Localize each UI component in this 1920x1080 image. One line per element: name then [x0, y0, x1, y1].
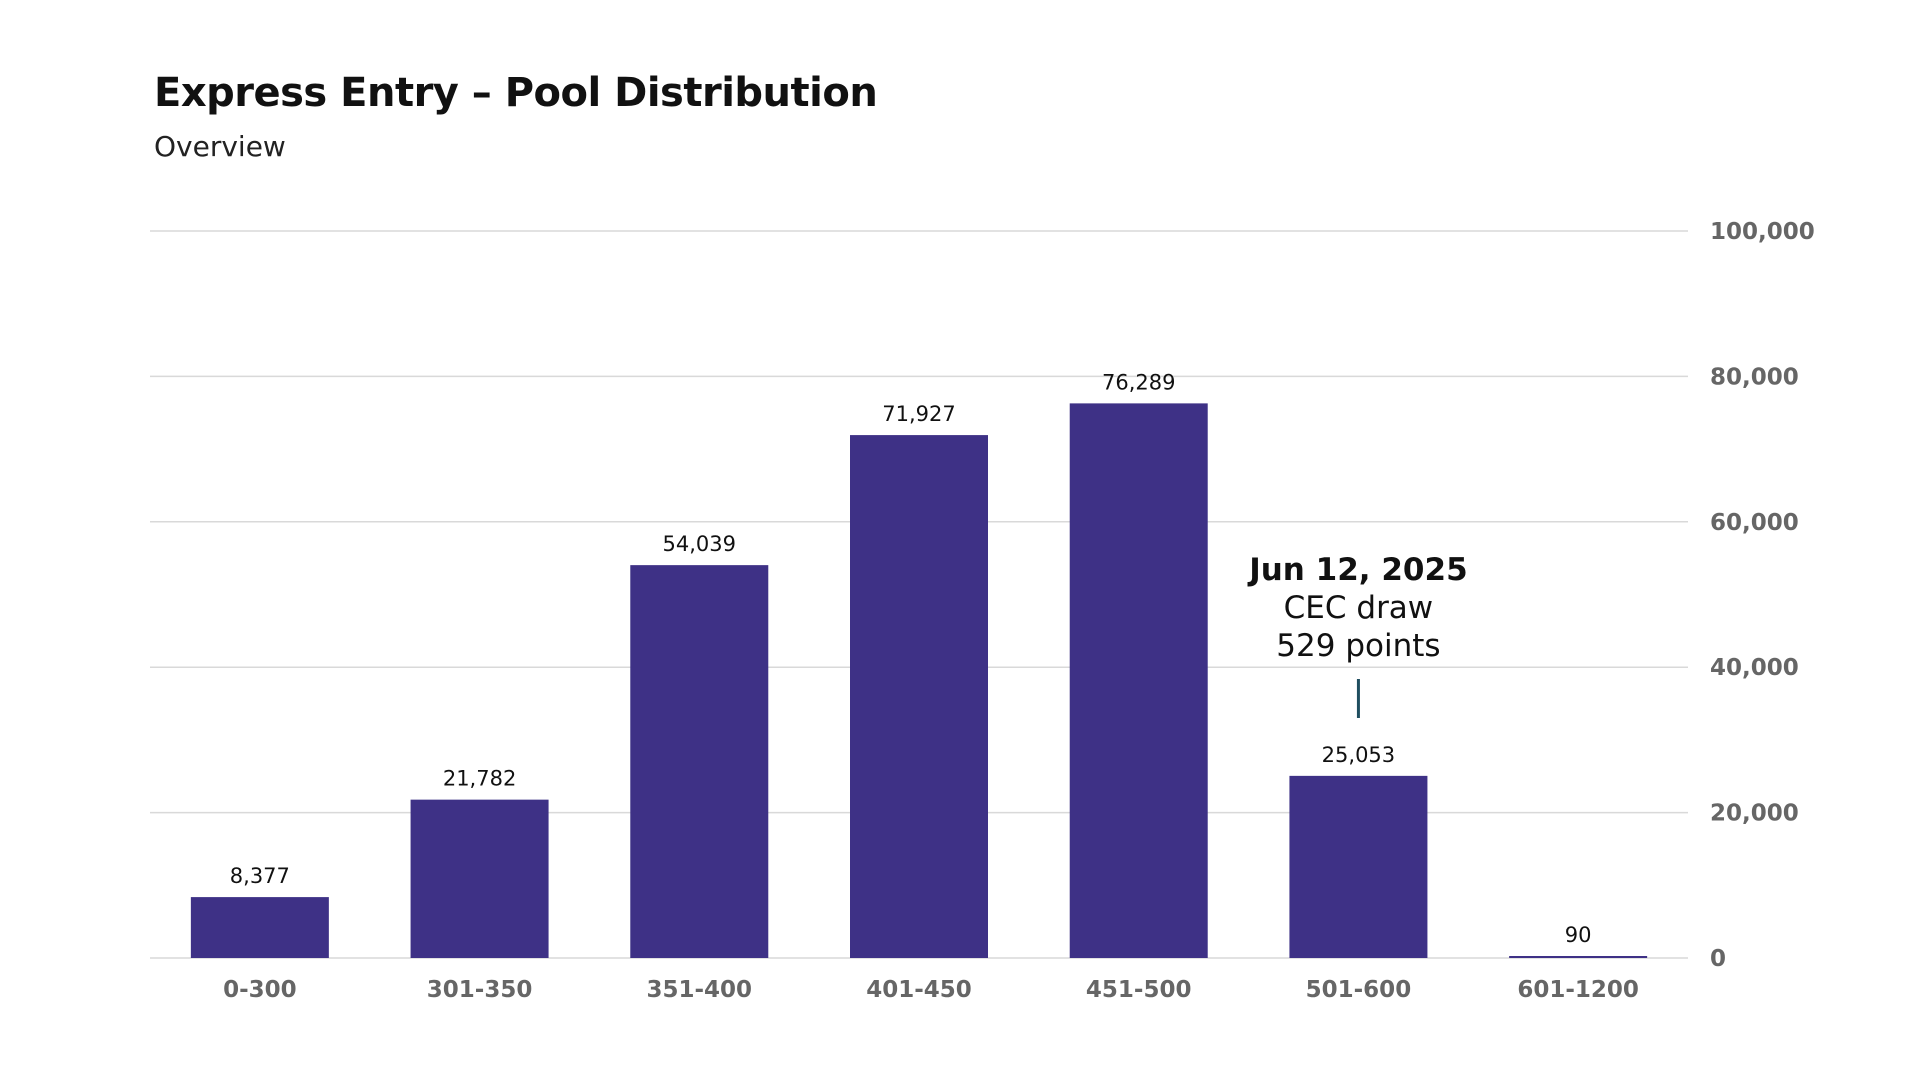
bar-data-label: 21,782 [443, 767, 516, 791]
bar [850, 435, 988, 958]
bar [410, 799, 549, 958]
bar [630, 565, 769, 958]
x-tick-label: 351-400 [646, 977, 752, 1003]
bar [1069, 403, 1208, 958]
bar [1289, 775, 1428, 958]
x-tick-label: 501-600 [1306, 977, 1412, 1003]
chart-title: Express Entry – Pool Distribution [154, 70, 878, 116]
y-tick-label: 20,000 [1710, 801, 1799, 827]
bars [190, 403, 1648, 958]
annotation-points: 529 points [1276, 628, 1441, 664]
bar-data-label: 90 [1565, 923, 1592, 947]
chart-subtitle: Overview [154, 130, 286, 163]
x-tick-label: 401-450 [866, 977, 972, 1003]
bar-data-label: 54,039 [663, 532, 736, 556]
y-axis-ticks: 0 20,000 40,000 60,000 80,000 100,000 [1710, 219, 1815, 972]
x-tick-label: 0-300 [223, 977, 297, 1003]
annotation-date: Jun 12, 2025 [1249, 552, 1468, 588]
x-tick-label: 601-1200 [1517, 977, 1639, 1003]
y-tick-label: 0 [1710, 946, 1726, 972]
y-tick-label: 80,000 [1710, 364, 1799, 390]
bar-data-label: 8,377 [230, 864, 290, 888]
bar [190, 897, 329, 958]
bar-data-label: 25,053 [1322, 743, 1395, 767]
x-axis-ticks: 0-300 301-350 351-400 401-450 451-500 501-600… [223, 977, 1639, 1003]
y-tick-label: 40,000 [1710, 655, 1799, 681]
bar-data-label: 76,289 [1102, 370, 1175, 394]
y-tick-label: 100,000 [1710, 219, 1815, 245]
draw-annotation: Jun 12, 2025 CEC draw 529 points [1198, 551, 1518, 665]
bar-data-label: 71,927 [882, 402, 955, 426]
x-tick-label: 451-500 [1086, 977, 1192, 1003]
y-tick-label: 60,000 [1710, 510, 1799, 536]
annotation-draw-type: CEC draw [1283, 590, 1434, 626]
bar [1509, 956, 1648, 958]
x-tick-label: 301-350 [427, 977, 533, 1003]
data-labels: 8,377 21,782 54,039 71,927 76,289 25,053 90 [230, 370, 1592, 947]
